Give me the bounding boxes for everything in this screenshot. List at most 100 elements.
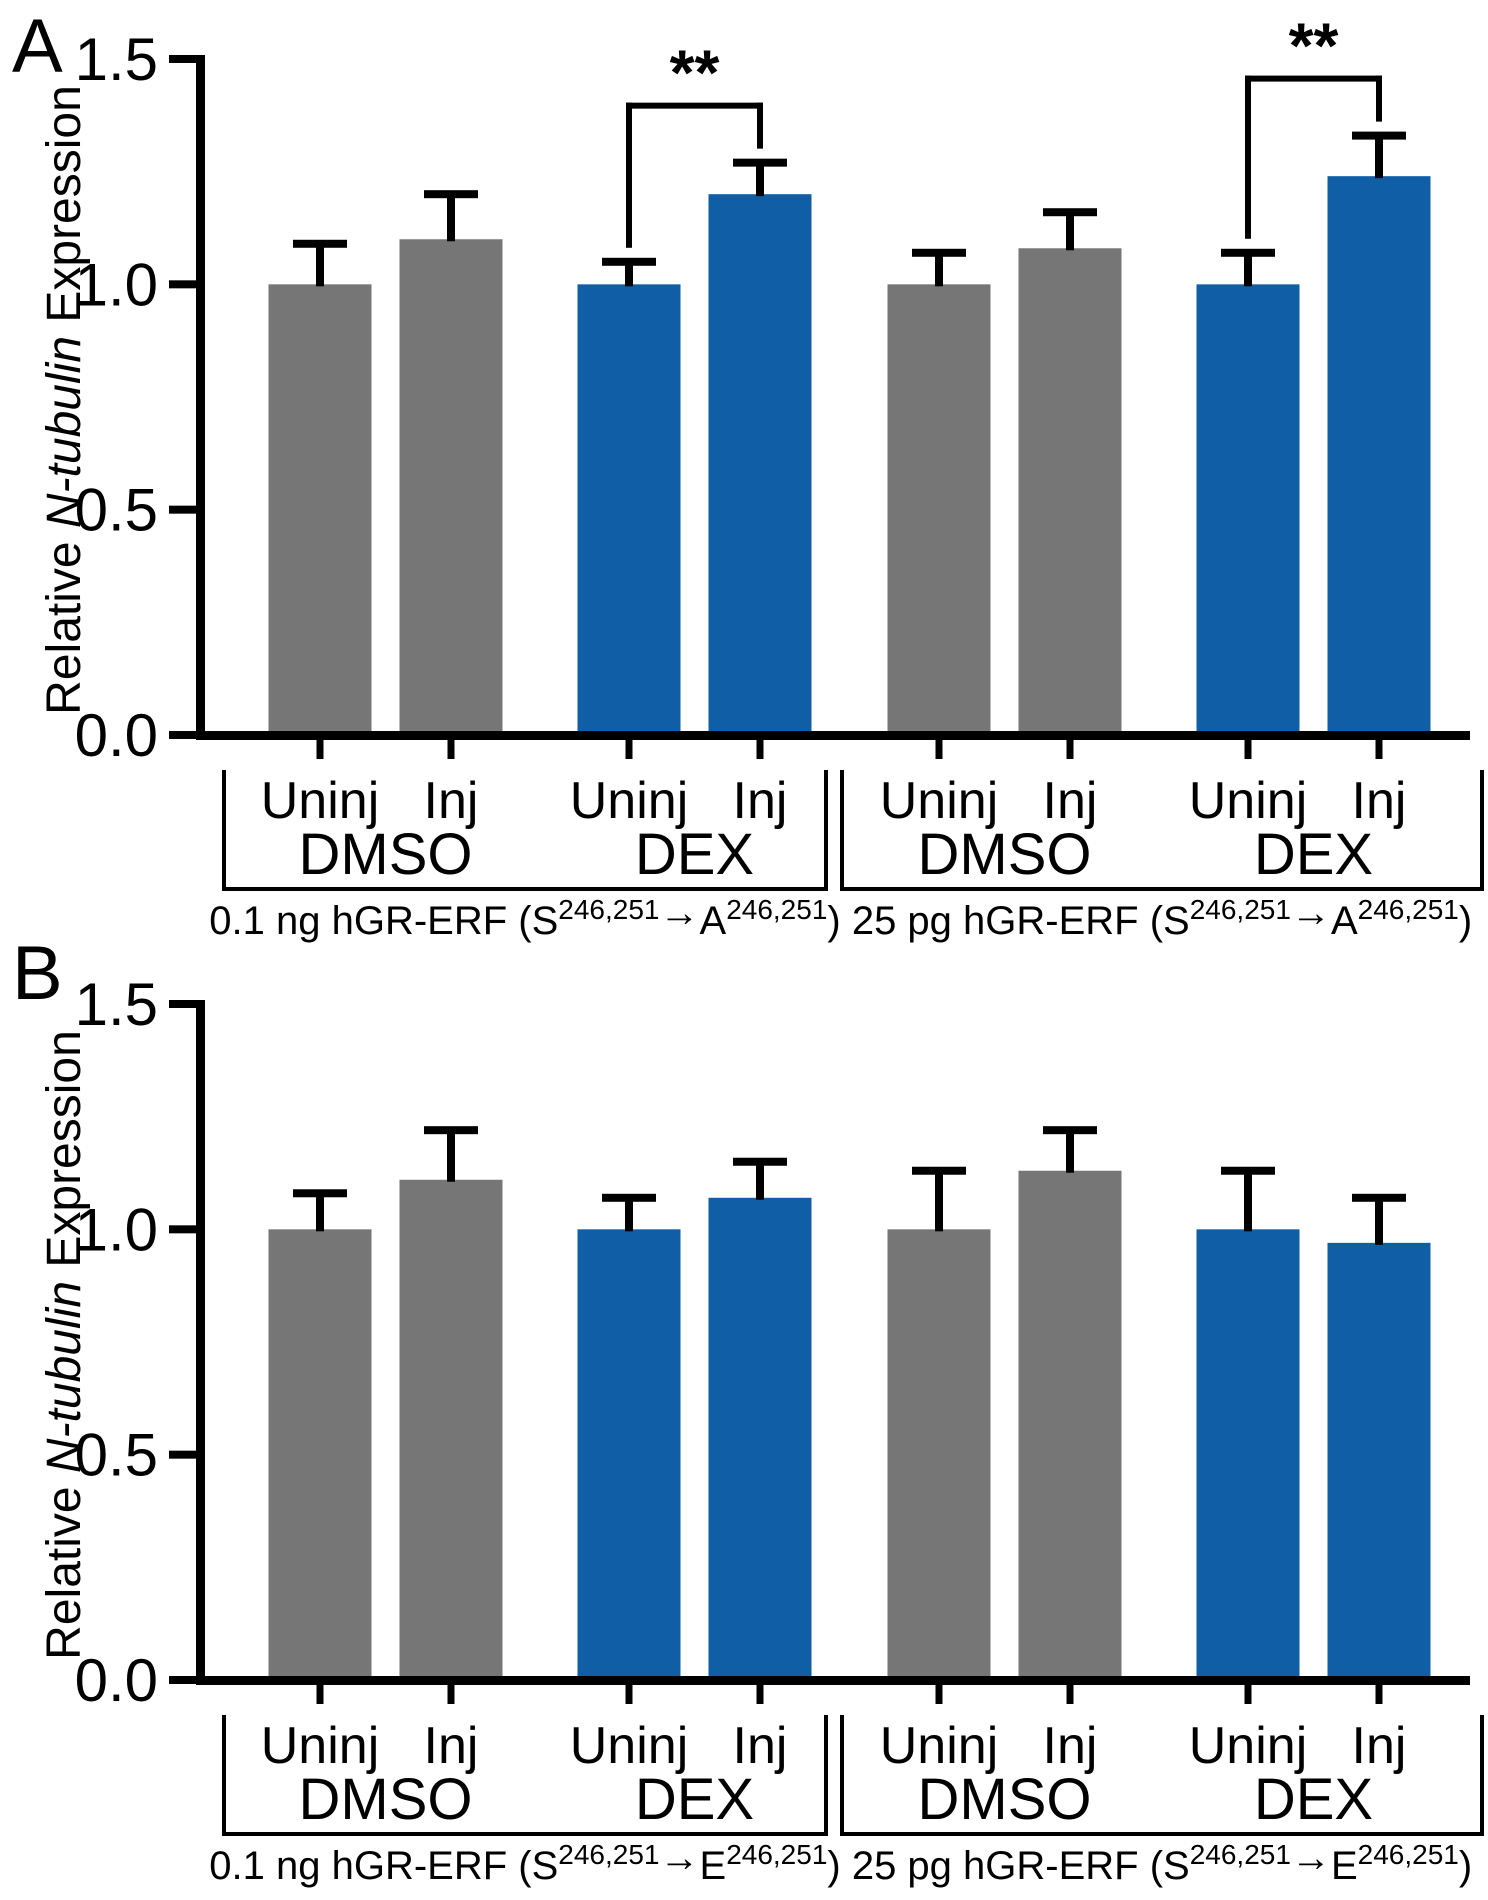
y-axis-title: Relative N-tubulin Expression [38,85,91,715]
treatment-label: DMSO [299,822,473,887]
group-bracket-box [222,770,828,891]
error-bar-cap [1043,208,1097,217]
treatment-label: DEX [635,1767,754,1832]
x-axis-tick [1066,1684,1074,1704]
bar-b-3-uninj [577,1229,681,1680]
treatment-label: DMSO [918,822,1092,887]
condition-label: Uninj [880,772,999,830]
condition-label: Inj [424,1717,479,1775]
panel-label: A [12,4,63,89]
error-bar-cap [912,248,966,257]
y-axis-title: Relative N-tubulin Expression [38,1030,91,1660]
y-tick-label: 1.0 [75,251,158,318]
bar-a-1-uninj [268,284,372,735]
significance-bracket-left-leg [1245,75,1251,239]
y-axis-tick [169,731,196,739]
y-tick-label: 1.0 [75,1196,158,1263]
condition-label: Inj [424,772,479,830]
x-axis-line [196,731,1470,740]
group-title: 0.1 ng hGR-ERF (S246,251→E246,251) [209,1836,840,1888]
significance-bracket-left-leg [626,102,632,248]
condition-label: Uninj [570,1717,689,1775]
error-bar-cap [293,239,347,248]
bar-b-2-inj [399,1179,503,1680]
panel-label: B [12,945,63,1016]
error-bar-line [1066,212,1074,251]
treatment-label: DMSO [299,1767,473,1832]
error-bar-line [935,1170,943,1232]
bar-b-1-uninj [268,1229,372,1680]
significance-bracket-right-leg [757,102,763,149]
error-bar-line [316,1193,324,1232]
error-bar-cap [1221,1166,1275,1175]
group-bracket-box [840,770,1484,891]
error-bar-line [316,243,324,287]
bar-b-4-inj [708,1197,812,1680]
condition-label: Inj [1043,1717,1098,1775]
x-axis-tick [756,1684,764,1704]
significance-bracket-bar [1245,75,1382,82]
condition-label: Inj [1043,772,1098,830]
bar-a-7-uninj [1196,284,1300,735]
y-tick-label: 1.5 [75,26,158,93]
y-axis-tick [169,505,196,514]
x-axis-tick [1066,739,1074,759]
y-axis-tick [169,999,196,1008]
condition-label: Inj [1352,1717,1407,1775]
error-bar-line [756,1161,764,1200]
x-axis-tick [1244,739,1252,759]
bar-a-6-inj [1018,248,1122,735]
y-tick-label: 1.5 [75,971,158,1038]
error-bar-cap [1221,248,1275,257]
error-bar-cap [912,1166,966,1175]
x-axis-tick [935,1684,943,1704]
bar-b-5-uninj [887,1229,991,1680]
y-axis-tick [169,1676,196,1684]
error-bar-line [625,261,633,287]
condition-label: Uninj [880,1717,999,1775]
condition-label: Inj [1352,772,1407,830]
x-axis-tick [1375,739,1383,759]
error-bar-cap [424,190,478,199]
treatment-label: DEX [1254,822,1373,887]
x-axis-line [196,1676,1470,1685]
error-bar-cap [424,1126,478,1135]
error-bar-line [447,194,455,242]
bar-b-7-uninj [1196,1229,1300,1680]
error-bar-line [1066,1130,1074,1173]
group-bracket-box [222,1715,828,1836]
error-bar-line [756,162,764,197]
bar-a-2-inj [399,239,503,735]
error-bar-line [1375,1197,1383,1245]
group-title: 25 pg hGR-ERF (S246,251→E246,251) [852,1836,1472,1888]
bar-b-8-inj [1327,1242,1431,1680]
error-bar-cap [733,1157,787,1166]
x-axis-tick [447,739,455,759]
condition-label: Uninj [261,1717,380,1775]
condition-label: Uninj [1189,772,1308,830]
y-axis-tick [169,1225,196,1234]
significance-stars: ** [1289,10,1339,82]
condition-label: Uninj [261,772,380,830]
error-bar-line [1244,252,1252,287]
error-bar-cap [1352,1193,1406,1202]
y-axis-line [196,55,205,739]
condition-label: Inj [733,772,788,830]
treatment-label: DMSO [918,1767,1092,1832]
bar-b-6-inj [1018,1170,1122,1680]
x-axis-tick [447,1684,455,1704]
bar-a-8-inj [1327,176,1431,736]
y-tick-label: 0.0 [75,702,158,769]
y-axis-tick [169,54,196,63]
y-tick-label: 0.0 [75,1647,158,1714]
error-bar-line [447,1130,455,1182]
condition-label: Inj [733,1717,788,1775]
error-bar-cap [602,1193,656,1202]
condition-label: Uninj [570,772,689,830]
y-axis-tick [169,1450,196,1459]
error-bar-cap [1352,131,1406,140]
significance-bracket-bar [626,102,763,109]
error-bar-line [625,1197,633,1232]
x-axis-tick [625,739,633,759]
